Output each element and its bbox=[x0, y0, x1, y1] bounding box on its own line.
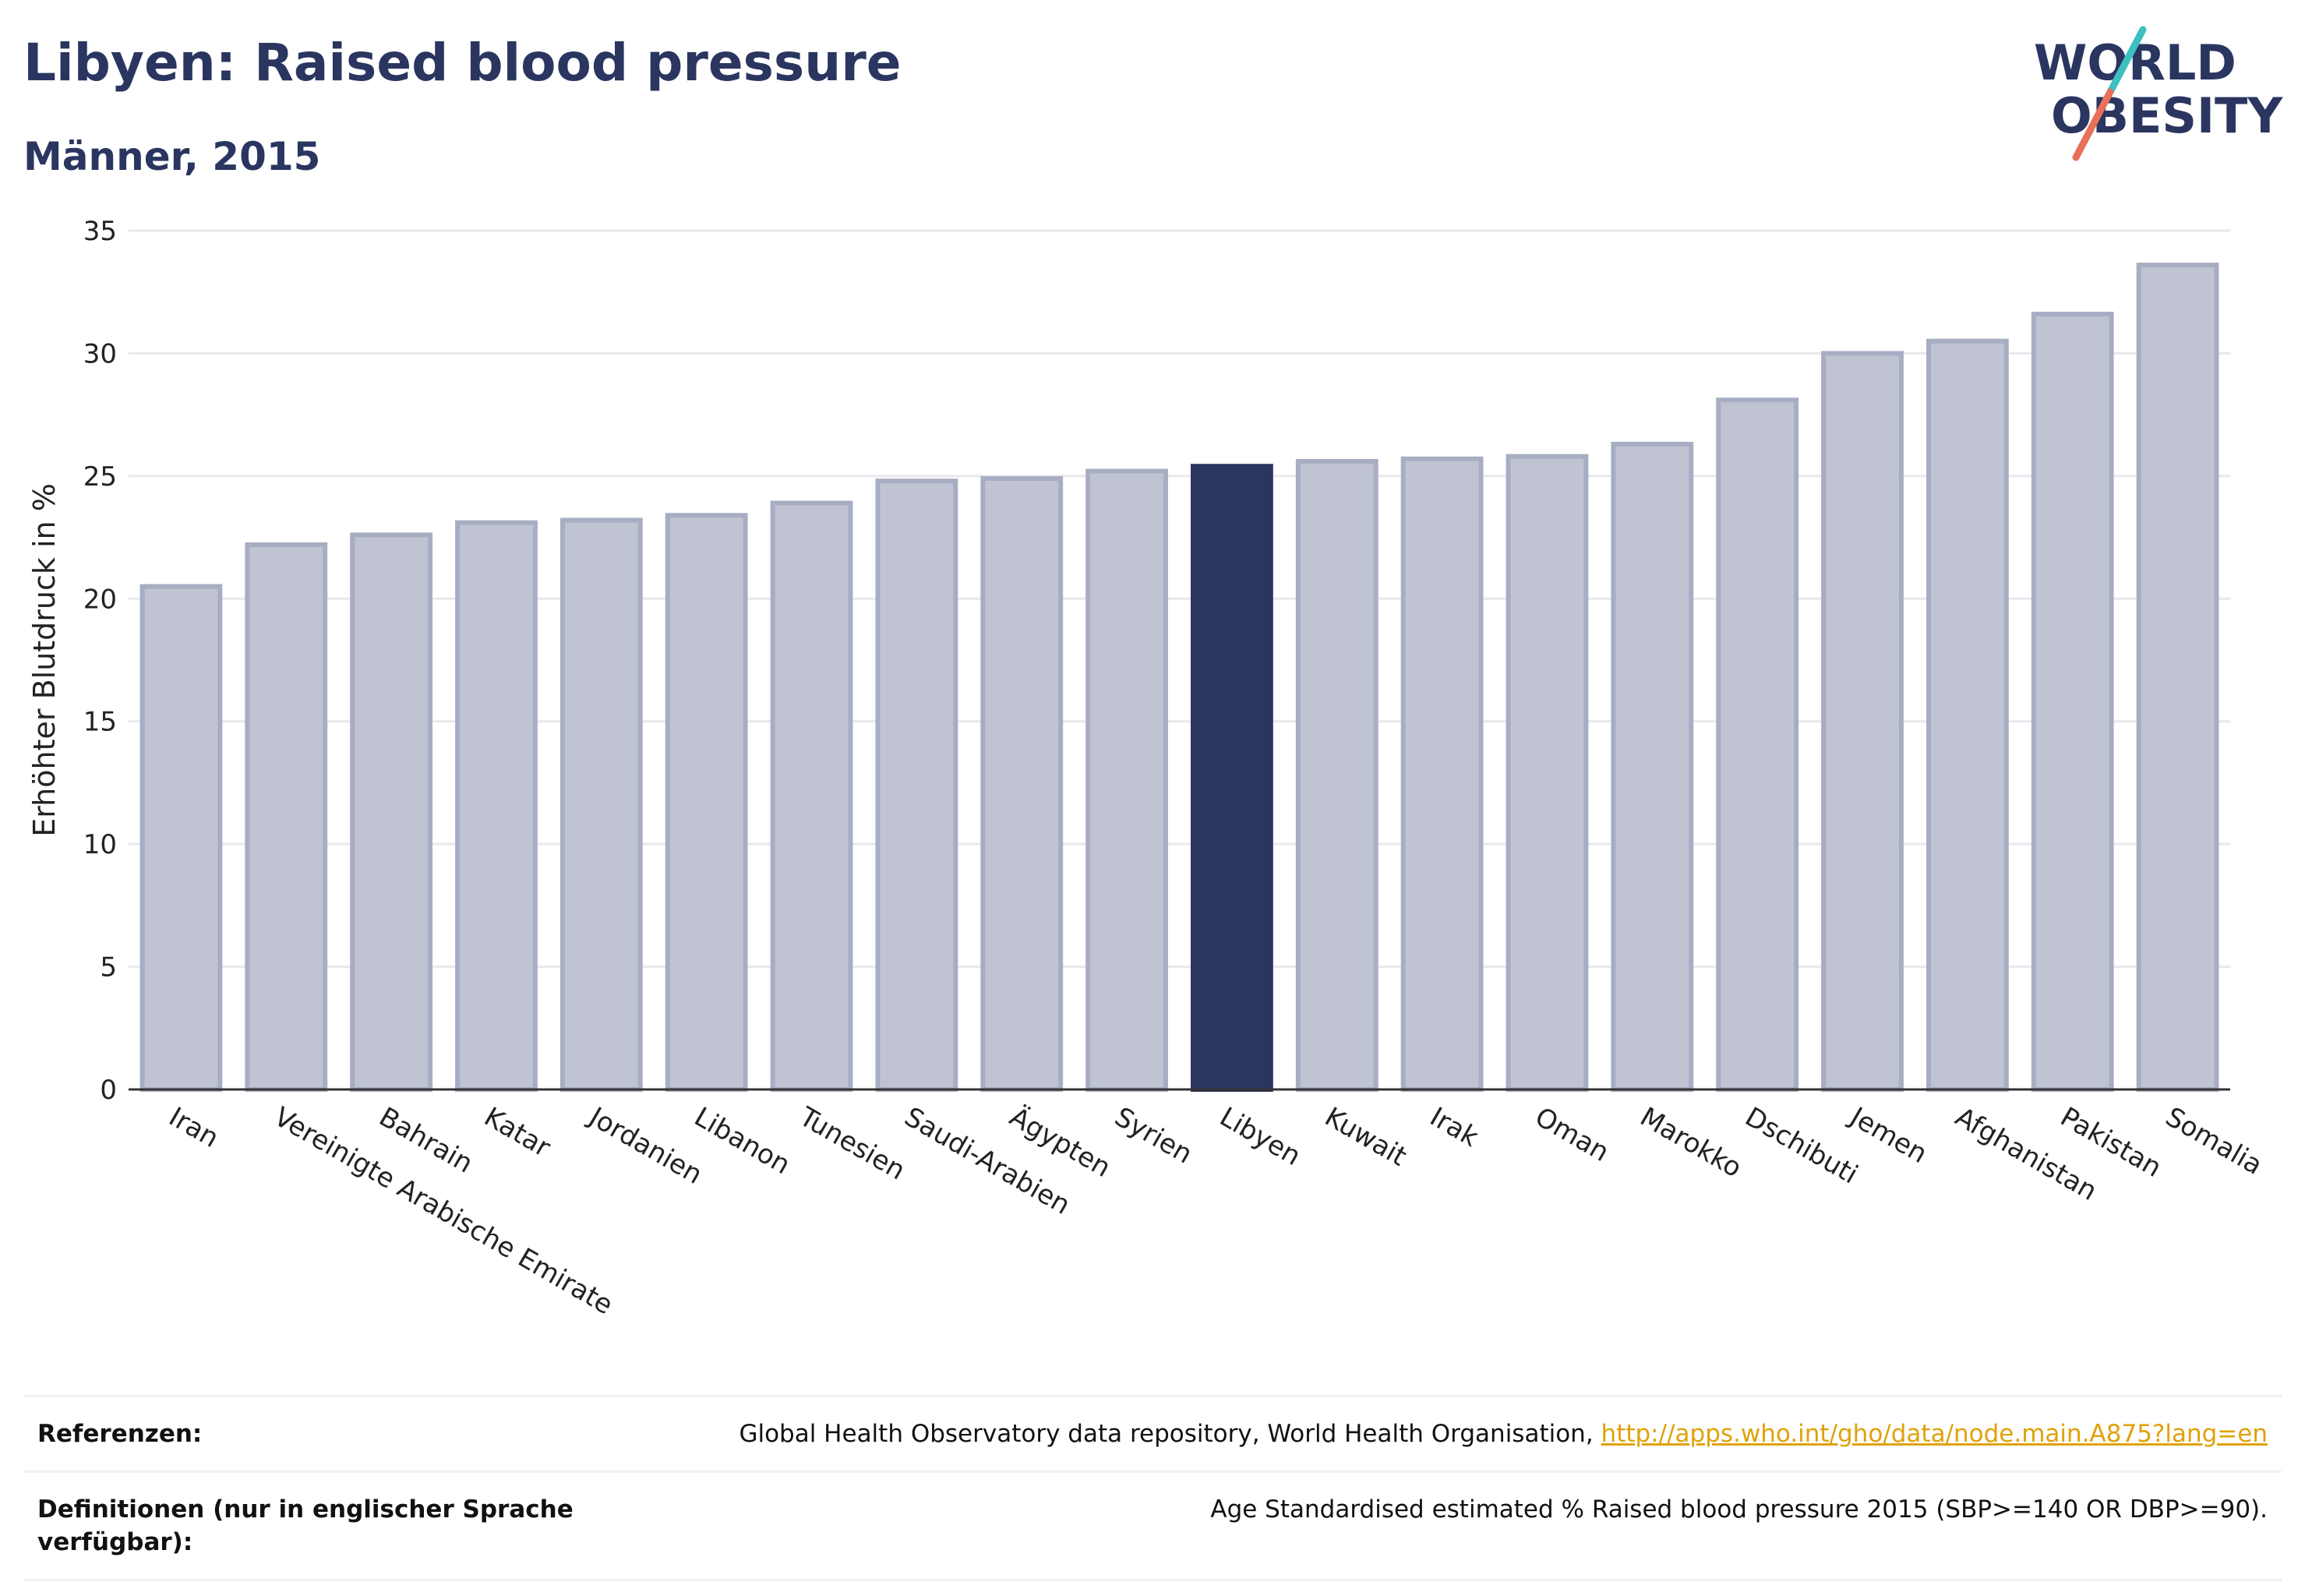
bar bbox=[1505, 454, 1589, 1092]
bar bbox=[980, 476, 1064, 1092]
bar bbox=[1611, 441, 1694, 1092]
y-tick-label: 15 bbox=[83, 707, 117, 738]
x-tick-label: Jordanien bbox=[583, 1100, 708, 1191]
x-tick-label: Dschibuti bbox=[1740, 1101, 1863, 1190]
x-tick-label: Somalia bbox=[2160, 1101, 2268, 1181]
bar bbox=[350, 532, 433, 1092]
bar bbox=[1821, 351, 1904, 1092]
chart-subtitle: Männer, 2015 bbox=[23, 134, 321, 179]
x-tick-label: Kuwait bbox=[1319, 1101, 1411, 1172]
grid-lines bbox=[129, 229, 2230, 969]
y-axis-title: Erhöhter Blutdruck in % bbox=[27, 483, 62, 837]
definitions-row: Definitionen (nur in englischer Sprache … bbox=[23, 1471, 2282, 1580]
bar bbox=[139, 584, 223, 1092]
bar bbox=[1085, 468, 1168, 1092]
bar bbox=[1295, 458, 1378, 1092]
bar bbox=[2136, 263, 2219, 1093]
y-tick-label: 20 bbox=[83, 584, 117, 615]
bar bbox=[875, 478, 958, 1092]
bars bbox=[139, 263, 2219, 1093]
y-tick-label: 30 bbox=[83, 338, 117, 369]
definitions-label: Definitionen (nur in englischer Sprache … bbox=[37, 1495, 574, 1556]
world-obesity-logo: WORLD OBESITY bbox=[2034, 26, 2283, 161]
bar bbox=[665, 513, 748, 1092]
bar bbox=[770, 500, 853, 1092]
references-row: Referenzen: Global Health Observatory da… bbox=[23, 1396, 2282, 1472]
x-tick-label: Marokko bbox=[1635, 1101, 1747, 1184]
y-tick-label: 5 bbox=[100, 952, 117, 983]
y-tick-label: 35 bbox=[83, 216, 117, 247]
x-tick-label: Syrien bbox=[1110, 1101, 1198, 1170]
x-tick-label: Libyen bbox=[1214, 1101, 1305, 1172]
y-tick-label: 10 bbox=[83, 829, 117, 860]
references-label: Referenzen: bbox=[37, 1420, 203, 1448]
bar bbox=[455, 520, 538, 1092]
bar bbox=[1400, 456, 1484, 1092]
bar bbox=[2031, 312, 2114, 1092]
bar bbox=[559, 517, 643, 1092]
x-tick-label: Tunesien bbox=[793, 1101, 910, 1187]
y-tick-label: 25 bbox=[83, 461, 117, 493]
references-link[interactable]: http://apps.who.int/gho/data/node.main.A… bbox=[1601, 1420, 2268, 1448]
x-tick-label: Oman bbox=[1530, 1101, 1615, 1168]
references-text: Global Health Observatory data repositor… bbox=[739, 1420, 1601, 1448]
definitions-value: Age Standardised estimated % Raised bloo… bbox=[1210, 1495, 2268, 1524]
bar bbox=[245, 542, 328, 1092]
bar bbox=[1926, 338, 2009, 1092]
bar bbox=[1716, 397, 1799, 1092]
x-tick-label: Irak bbox=[1424, 1101, 1484, 1153]
references-table: Referenzen: Global Health Observatory da… bbox=[23, 1395, 2282, 1581]
chart-title: Libyen: Raised blood pressure bbox=[23, 33, 902, 93]
bar-highlight bbox=[1191, 464, 1273, 1092]
logo-slash-bottom bbox=[2072, 88, 2114, 161]
x-tick-label: Iran bbox=[164, 1101, 224, 1154]
x-tick-label: Libanon bbox=[689, 1101, 796, 1181]
y-tick-label: 0 bbox=[100, 1075, 117, 1106]
references-value: Global Health Observatory data repositor… bbox=[612, 1396, 2282, 1472]
x-tick-label: Katar bbox=[478, 1101, 556, 1163]
logo-slash-top bbox=[2106, 26, 2147, 96]
